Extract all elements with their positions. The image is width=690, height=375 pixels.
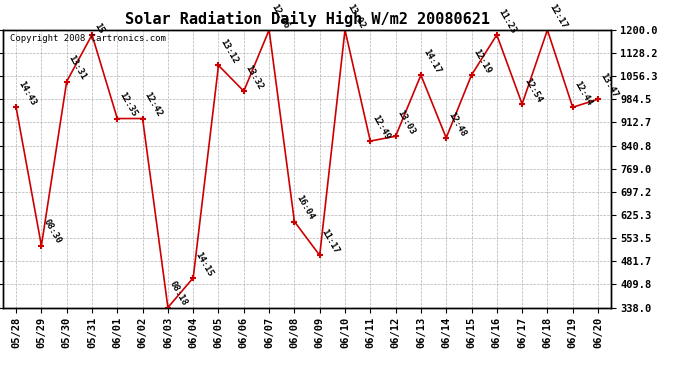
Text: 13:03: 13:03 xyxy=(395,108,417,136)
Text: 13:47: 13:47 xyxy=(598,72,619,99)
Text: 12:44: 12:44 xyxy=(573,80,594,107)
Text: 13:31: 13:31 xyxy=(67,54,88,81)
Text: 13:32: 13:32 xyxy=(244,63,265,91)
Text: 11:23: 11:23 xyxy=(497,7,518,35)
Text: 12:42: 12:42 xyxy=(143,91,164,118)
Text: 08:18: 08:18 xyxy=(168,280,189,308)
Text: 12:49: 12:49 xyxy=(371,113,391,141)
Title: Solar Radiation Daily High W/m2 20080621: Solar Radiation Daily High W/m2 20080621 xyxy=(125,12,489,27)
Text: 13:12: 13:12 xyxy=(219,38,239,65)
Text: 12:48: 12:48 xyxy=(446,110,467,138)
Text: 14:17: 14:17 xyxy=(421,47,442,75)
Text: 12:35: 12:35 xyxy=(117,91,139,118)
Text: 13:02: 13:02 xyxy=(345,2,366,30)
Text: 12:54: 12:54 xyxy=(522,76,543,104)
Text: 12:46: 12:46 xyxy=(269,2,290,30)
Text: 11:17: 11:17 xyxy=(319,228,341,255)
Text: 14:15: 14:15 xyxy=(193,250,215,278)
Text: 15: 15 xyxy=(92,21,105,35)
Text: 12:17: 12:17 xyxy=(547,2,569,30)
Text: 12:19: 12:19 xyxy=(471,47,493,75)
Text: 16:04: 16:04 xyxy=(295,194,315,222)
Text: 08:30: 08:30 xyxy=(41,218,63,246)
Text: 14:43: 14:43 xyxy=(16,80,37,107)
Text: Copyright 2008 Cartronics.com: Copyright 2008 Cartronics.com xyxy=(10,34,166,43)
